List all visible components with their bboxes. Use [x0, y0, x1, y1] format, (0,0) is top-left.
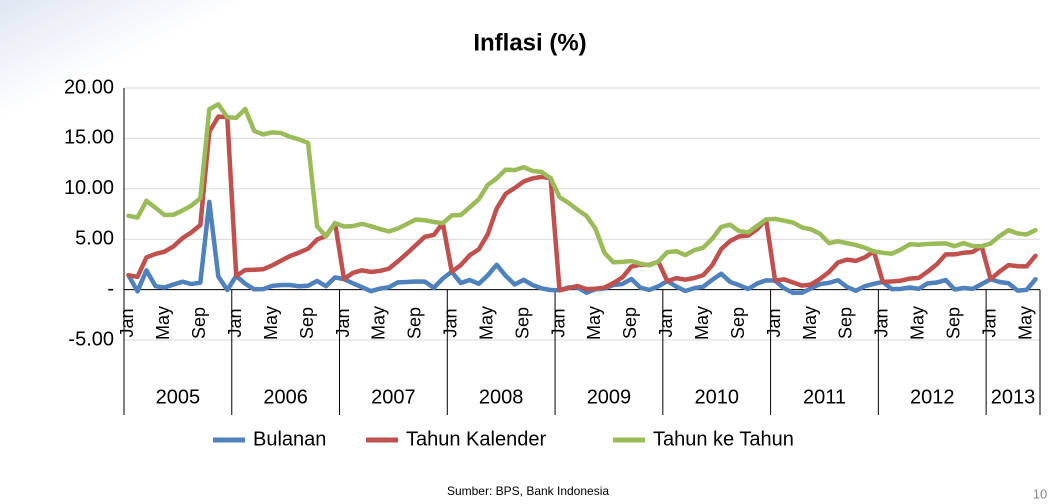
x-tick-label: Jan	[872, 308, 892, 337]
x-tick-label: Jan	[979, 308, 999, 337]
year-label: 2010	[694, 386, 739, 408]
x-tick-label: Jan	[225, 308, 245, 337]
chart-title: Inflasi (%)	[473, 29, 586, 56]
year-label: 2006	[263, 386, 308, 408]
legend-label: Tahun Kalender	[406, 428, 546, 450]
year-label: 2007	[371, 386, 416, 408]
line-series	[126, 102, 1038, 268]
x-tick-label: May	[908, 306, 928, 340]
x-tick-label: Sep	[620, 307, 640, 339]
x-tick-label: May	[1015, 306, 1035, 340]
legend-label: Tahun ke Tahun	[653, 428, 794, 450]
x-tick-label: May	[369, 306, 389, 340]
year-label: 2009	[587, 386, 632, 408]
x-tick-label: May	[584, 306, 604, 340]
x-tick-label: Jan	[548, 308, 568, 337]
year-label: 2008	[479, 386, 524, 408]
y-tick-label: -	[107, 278, 114, 300]
legend-label: Bulanan	[253, 428, 326, 450]
year-label: 2011	[803, 386, 846, 408]
year-label: 2012	[910, 386, 955, 408]
y-tick-label: 15.00	[64, 127, 114, 149]
x-tick-label: Sep	[728, 307, 748, 339]
source: Sumber: BPS, Bank Indonesia	[447, 484, 609, 498]
x-tick-label: May	[476, 306, 496, 340]
x-tick-label: Sep	[512, 307, 532, 339]
year-label: 2005	[156, 386, 201, 408]
y-tick-label: 20.00	[64, 76, 114, 98]
x-tick-label: Sep	[189, 307, 209, 339]
x-tick-label: Sep	[297, 307, 317, 339]
page-number: 10	[1033, 486, 1047, 501]
x-tick-label: Jan	[117, 308, 137, 337]
x-tick-label: Jan	[333, 308, 353, 337]
year-label: 2013	[991, 386, 1036, 408]
x-tick-label: Jan	[764, 308, 784, 337]
x-tick-label: May	[800, 306, 820, 340]
x-tick-label: May	[153, 306, 173, 340]
x-tick-label: Sep	[943, 307, 963, 339]
line-series	[126, 114, 1038, 293]
x-tick-label: Sep	[405, 307, 425, 339]
x-tick-label: Jan	[656, 308, 676, 337]
x-tick-label: Sep	[836, 307, 856, 339]
y-tick-label: 10.00	[64, 177, 114, 199]
y-tick-label: -5.00	[68, 328, 114, 350]
x-tick-label: Jan	[441, 308, 461, 337]
x-tick-label: May	[261, 306, 281, 340]
x-tick-label: May	[692, 306, 712, 340]
y-tick-label: 5.00	[75, 227, 114, 249]
